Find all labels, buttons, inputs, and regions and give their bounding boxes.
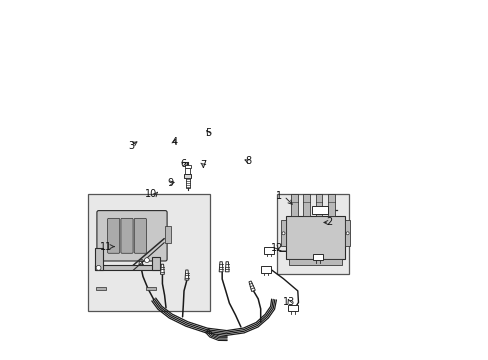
Text: 1: 1 (275, 191, 281, 201)
Bar (88, 194, 210, 311)
FancyBboxPatch shape (134, 218, 146, 253)
Text: 2: 2 (325, 217, 331, 228)
Bar (184, 174, 190, 178)
Text: 4: 4 (171, 137, 177, 147)
Bar (184, 165, 190, 168)
FancyBboxPatch shape (97, 211, 167, 261)
Circle shape (96, 265, 101, 270)
Polygon shape (248, 281, 255, 292)
Text: 6: 6 (180, 159, 186, 169)
Text: 9: 9 (167, 178, 173, 188)
Polygon shape (184, 270, 188, 280)
Bar (315, 194, 322, 216)
Circle shape (144, 258, 149, 262)
FancyBboxPatch shape (121, 218, 133, 253)
Bar (185, 178, 189, 188)
Circle shape (346, 232, 348, 235)
Bar (312, 254, 322, 260)
Circle shape (282, 232, 285, 235)
Bar (152, 257, 160, 270)
Bar (276, 194, 348, 274)
Text: 10: 10 (144, 189, 157, 199)
Polygon shape (160, 264, 164, 274)
Text: 5: 5 (205, 128, 211, 138)
Bar (290, 194, 297, 216)
Bar (96, 288, 106, 289)
Bar (185, 168, 190, 174)
Text: 3: 3 (128, 141, 134, 151)
Bar (95, 265, 160, 270)
Bar (303, 194, 309, 216)
Text: 8: 8 (244, 156, 251, 166)
FancyBboxPatch shape (107, 218, 120, 253)
Text: 11: 11 (100, 242, 112, 252)
Bar (281, 220, 285, 246)
Bar (165, 226, 171, 243)
Polygon shape (225, 262, 229, 272)
Bar (95, 248, 102, 270)
Bar (264, 247, 273, 254)
Bar (288, 259, 342, 265)
Text: 13: 13 (283, 297, 295, 307)
Bar (146, 288, 156, 289)
Text: 7: 7 (200, 160, 206, 170)
Bar (285, 216, 345, 259)
Bar (345, 220, 349, 246)
Polygon shape (219, 262, 223, 272)
Bar (288, 305, 298, 311)
Text: 12: 12 (270, 243, 283, 253)
Polygon shape (139, 256, 142, 266)
Bar (327, 194, 334, 216)
Bar (261, 266, 270, 273)
Polygon shape (311, 206, 328, 214)
